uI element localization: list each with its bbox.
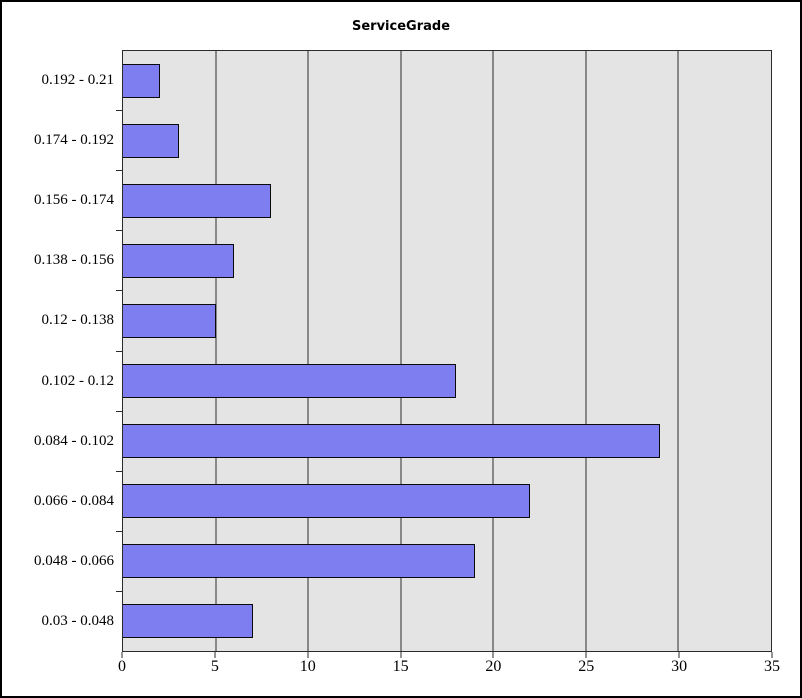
x-tick <box>400 652 402 658</box>
x-axis-ticks <box>121 652 773 658</box>
x-axis-label: 10 <box>299 658 316 675</box>
bar-row <box>123 231 771 291</box>
bar <box>123 244 235 278</box>
bar <box>123 124 179 158</box>
x-tick <box>585 652 587 658</box>
y-tick <box>116 410 122 412</box>
bar <box>123 484 531 518</box>
y-axis-label: 0.138 - 0.156 <box>34 252 114 269</box>
bar <box>123 364 457 398</box>
x-tick <box>492 652 494 658</box>
bar-row <box>123 111 771 171</box>
y-tick <box>116 169 122 171</box>
bar-row <box>123 471 771 531</box>
y-axis-label: 0.12 - 0.138 <box>41 312 115 329</box>
y-axis-label: 0.048 - 0.066 <box>34 553 114 570</box>
bar-rows <box>123 51 771 651</box>
chart-title: ServiceGrade <box>351 19 451 34</box>
gridline <box>307 51 309 651</box>
x-tick <box>678 652 680 658</box>
bar-row <box>123 171 771 231</box>
bar <box>123 184 272 218</box>
y-axis-ticks <box>116 50 122 652</box>
x-axis-label: 20 <box>485 658 502 675</box>
y-axis-label: 0.102 - 0.12 <box>41 372 115 389</box>
y-axis-labels: 0.192 - 0.21 0.174 - 0.192 0.156 - 0.174 0.… <box>2 50 114 652</box>
x-axis-label: 25 <box>578 658 595 675</box>
y-axis-label: 0.156 - 0.174 <box>34 192 114 208</box>
y-tick <box>116 230 122 232</box>
y-tick <box>116 591 122 593</box>
bar <box>123 544 475 578</box>
bar-row <box>123 411 771 471</box>
gridline <box>585 51 587 651</box>
gridline <box>677 51 679 651</box>
bar <box>123 64 161 98</box>
bar-row <box>123 531 771 591</box>
x-axis-label: 0 <box>118 658 126 675</box>
gridline <box>492 51 494 651</box>
gridline <box>215 51 217 651</box>
y-tick <box>116 531 122 533</box>
y-axis-label: 0.192 - 0.21 <box>41 71 115 88</box>
y-axis-label: 0.084 - 0.102 <box>34 432 114 449</box>
bar <box>123 424 660 458</box>
bar-row <box>123 291 771 351</box>
x-tick <box>214 652 216 658</box>
x-axis-labels: 0 5 10 15 20 25 30 35 <box>118 658 780 680</box>
x-tick <box>121 652 123 658</box>
bar <box>123 604 253 638</box>
y-tick <box>116 470 122 472</box>
x-axis-label: 5 <box>210 658 219 675</box>
y-tick <box>116 290 122 292</box>
bar-row <box>123 51 771 111</box>
x-tick <box>771 652 773 658</box>
x-axis-label: 35 <box>764 658 780 675</box>
y-tick <box>116 350 122 352</box>
bar-row <box>123 351 771 411</box>
y-axis-label: 0.03 - 0.048 <box>41 613 115 630</box>
x-tick <box>307 652 309 658</box>
plot-area <box>122 50 772 652</box>
bar <box>123 304 216 338</box>
y-axis-label: 0.066 - 0.084 <box>34 493 114 510</box>
bar-row <box>123 591 771 651</box>
x-axis-label: 15 <box>392 658 409 675</box>
x-axis-label: 30 <box>671 658 688 675</box>
y-axis-label: 0.174 - 0.192 <box>34 131 114 148</box>
gridline <box>400 51 402 651</box>
y-tick <box>116 109 122 111</box>
